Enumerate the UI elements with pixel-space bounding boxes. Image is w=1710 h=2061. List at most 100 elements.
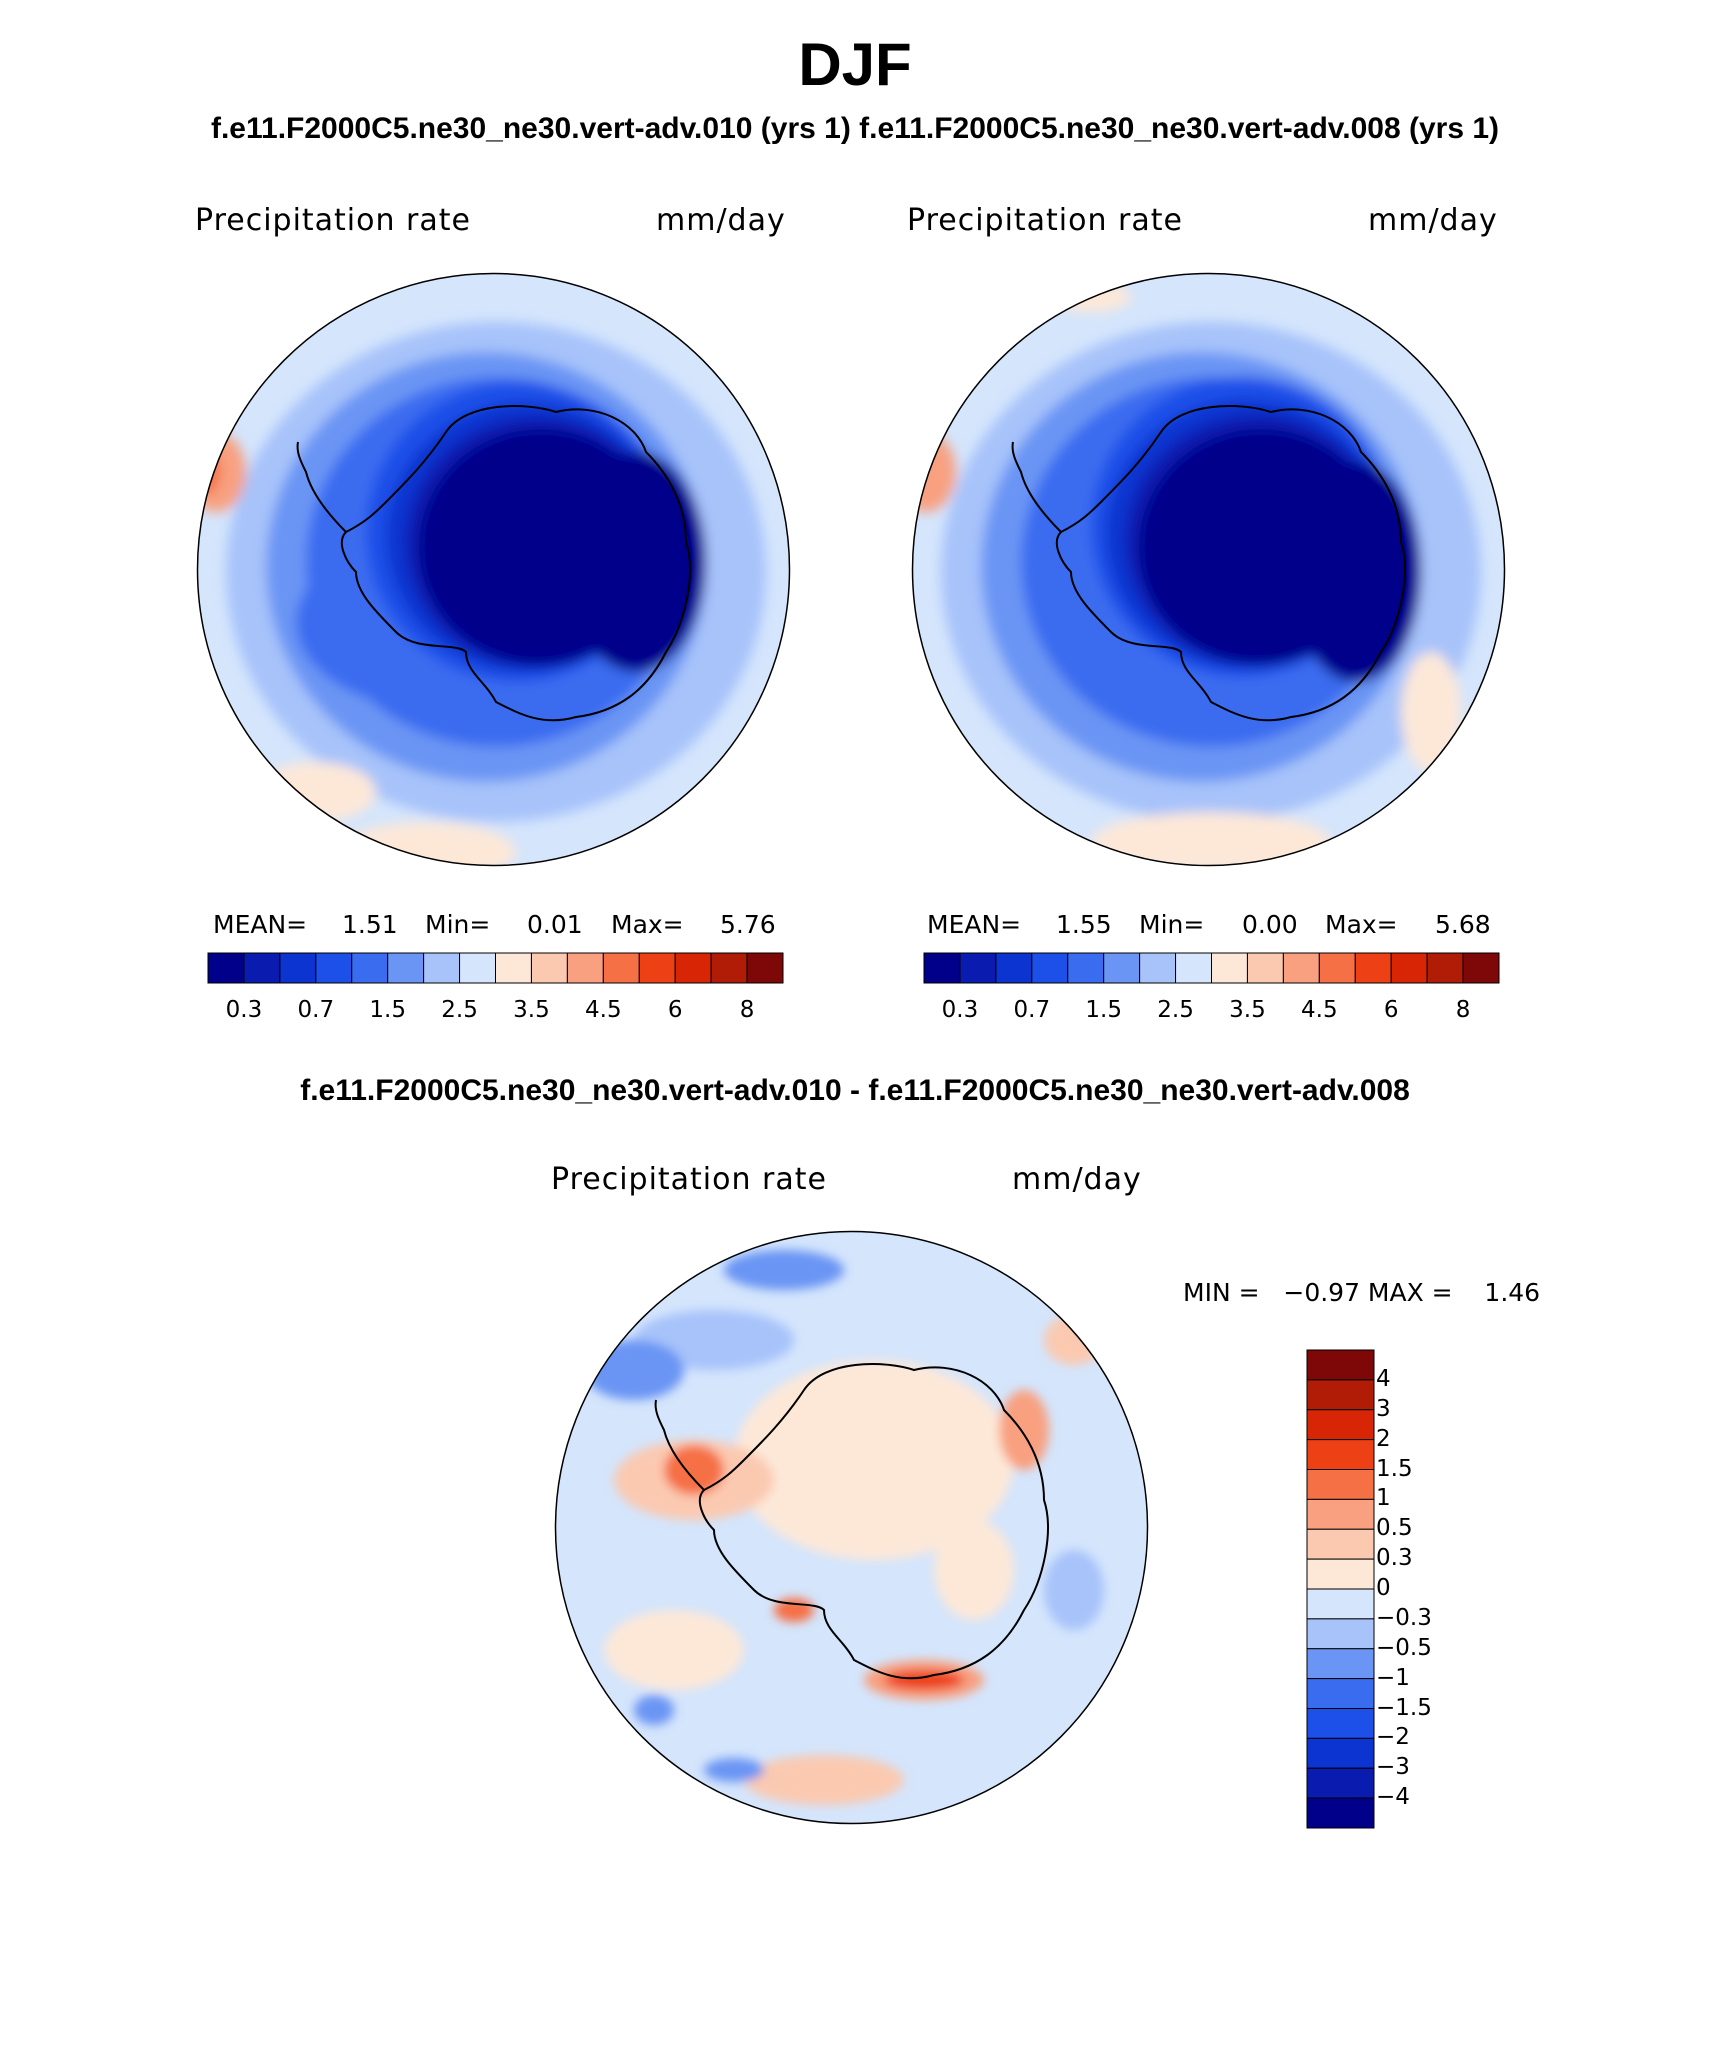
colorbar-swatch: [1354, 952, 1392, 984]
colorbar-tick-label: 4: [1376, 1365, 1391, 1392]
colorbar-swatch: [315, 952, 353, 984]
panel2-units: mm/day: [1368, 203, 1498, 238]
colorbar-tick-label: 6: [1383, 997, 1399, 1023]
diff-variable: Precipitation rate: [551, 1162, 827, 1197]
panel1-max: 5.76: [720, 910, 776, 939]
colorbar-swatch: [495, 952, 532, 984]
diff-map: [554, 1230, 1149, 1825]
colorbar-swatch: [995, 952, 1033, 984]
colorbar-swatch: [1306, 1588, 1375, 1620]
colorbar-swatch: [1031, 952, 1069, 984]
colorbar-tick-label: 0.3: [941, 997, 979, 1023]
colorbar-swatch: [638, 952, 676, 984]
colorbar-tick-label: 1.5: [1085, 997, 1122, 1023]
panel2-max-label: Max=: [1325, 910, 1398, 939]
colorbar-swatch: [959, 952, 997, 984]
colorbar-swatch: [1175, 952, 1212, 984]
top-subtitle: f.e11.F2000C5.ne30_ne30.vert-adv.010 (yr…: [210, 112, 1500, 145]
figure-title: DJF: [798, 31, 912, 98]
colorbar-swatch: [1306, 1528, 1375, 1560]
colorbar-swatch: [923, 952, 961, 984]
colorbar-swatch: [351, 952, 389, 984]
colorbar-swatch: [1318, 952, 1356, 984]
colorbar-tick-label: −1.5: [1376, 1694, 1432, 1721]
colorbar-swatch: [1306, 1439, 1375, 1470]
colorbar-swatch: [1306, 1349, 1375, 1381]
colorbar-swatch: [1211, 952, 1248, 984]
colorbar-tick-label: 3: [1376, 1395, 1391, 1422]
colorbar-swatch: [566, 952, 604, 984]
colorbar-swatch: [1306, 1648, 1375, 1680]
colorbar-swatch: [1306, 1678, 1375, 1709]
panel1-mean: 1.51: [342, 910, 398, 939]
colorbar-swatch: [1103, 952, 1141, 984]
diff-subtitle: f.e11.F2000C5.ne30_ne30.vert-adv.010 - f…: [300, 1074, 1410, 1107]
colorbar-tick-label: 4.5: [1301, 997, 1338, 1023]
colorbar-tick-label: −4: [1376, 1784, 1410, 1811]
diff-colorbar: [1306, 1349, 1375, 1829]
diff-minmax: MIN = −0.97 MAX = 1.46: [1183, 1278, 1541, 1307]
colorbar-tick-label: 0: [1376, 1575, 1391, 1601]
colorbar-swatch: [602, 952, 640, 984]
panel1-variable: Precipitation rate: [195, 203, 471, 238]
colorbar-swatch: [1390, 952, 1428, 984]
panel2-variable: Precipitation rate: [907, 203, 1183, 238]
colorbar-swatch: [1306, 1498, 1375, 1530]
colorbar-swatch: [459, 952, 496, 984]
colorbar-tick-label: 3.5: [1229, 997, 1266, 1023]
panel1-max-label: Max=: [611, 910, 684, 939]
panel2-mean-label: MEAN=: [927, 910, 1022, 939]
colorbar-tick-label: 2.5: [441, 997, 478, 1023]
colorbar-tick-label: 8: [739, 997, 755, 1023]
colorbar-tick-label: −2: [1376, 1724, 1410, 1751]
colorbar-swatch: [387, 952, 425, 984]
colorbar-swatch: [1462, 952, 1500, 984]
panel1-mean-label: MEAN=: [213, 910, 308, 939]
colorbar-tick-label: 0.5: [1376, 1515, 1413, 1542]
panel2-max: 5.68: [1435, 910, 1491, 939]
colorbar-tick-label: 3.5: [513, 997, 550, 1023]
colorbar-swatch: [1139, 952, 1177, 984]
panel2-mean: 1.55: [1056, 910, 1112, 939]
colorbar-swatch: [530, 952, 568, 984]
colorbar-tick-label: −1: [1376, 1664, 1410, 1691]
colorbar-swatch: [1306, 1379, 1375, 1411]
colorbar-swatch: [746, 952, 784, 984]
colorbar-swatch: [1306, 1409, 1375, 1441]
colorbar-swatch: [243, 952, 281, 984]
panel1-colorbar: [207, 952, 784, 984]
colorbar-swatch: [1306, 1469, 1375, 1500]
panel1-min: 0.01: [527, 910, 583, 939]
colorbar-swatch: [1282, 952, 1320, 984]
diff-units: mm/day: [1012, 1162, 1142, 1197]
colorbar-tick-label: 1: [1376, 1485, 1391, 1512]
colorbar-tick-label: 2: [1376, 1425, 1391, 1452]
colorbar-tick-label: 2.5: [1157, 997, 1194, 1023]
colorbar-swatch: [674, 952, 712, 984]
panel2-map: [911, 272, 1506, 867]
colorbar-tick-label: 8: [1455, 997, 1471, 1023]
colorbar-swatch: [1306, 1708, 1375, 1739]
colorbar-swatch: [1306, 1558, 1375, 1590]
panel2-colorbar: [923, 952, 1500, 984]
colorbar-swatch: [1246, 952, 1284, 984]
colorbar-tick-label: 1.5: [369, 997, 406, 1023]
panel2-min-label: Min=: [1139, 910, 1205, 939]
colorbar-tick-label: 0.3: [225, 997, 263, 1023]
colorbar-swatch: [1306, 1767, 1375, 1799]
colorbar-tick-label: 1.5: [1376, 1455, 1413, 1482]
colorbar-tick-label: 4.5: [585, 997, 622, 1023]
colorbar-swatch: [1306, 1737, 1375, 1769]
colorbar-swatch: [423, 952, 461, 984]
panel1-units: mm/day: [656, 203, 786, 238]
colorbar-swatch: [1306, 1618, 1375, 1650]
colorbar-swatch: [1306, 1797, 1375, 1829]
colorbar-tick-label: 6: [667, 997, 683, 1023]
panel1-min-label: Min=: [425, 910, 491, 939]
colorbar-tick-label: −0.5: [1376, 1634, 1432, 1661]
colorbar-tick-label: 0.7: [297, 997, 335, 1023]
colorbar-tick-label: −3: [1376, 1754, 1410, 1781]
colorbar-swatch: [1067, 952, 1105, 984]
colorbar-swatch: [710, 952, 748, 984]
colorbar-swatch: [207, 952, 245, 984]
